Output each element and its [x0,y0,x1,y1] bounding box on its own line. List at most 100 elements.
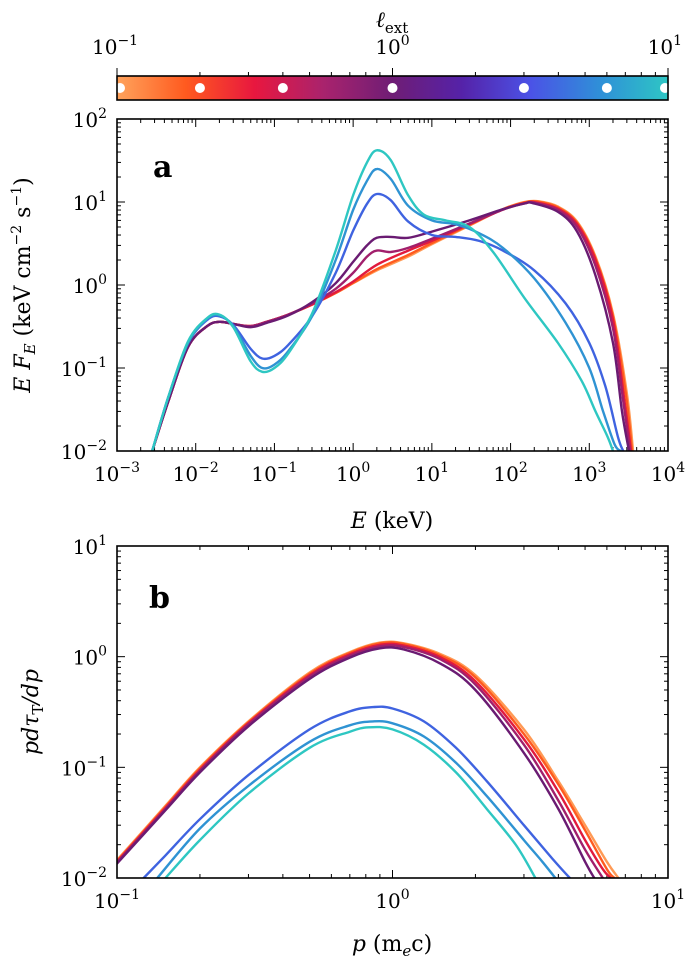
panel-b-x-tick-label-exp: −1 [119,887,140,903]
panel-a-y-tick-label-exp: −1 [86,355,107,371]
panel-a-ylabel: E FE (keV cm−2 s−1) [9,177,39,393]
panel-a-x-tick-label-exp: −2 [198,460,219,476]
panel-a-series-line [151,200,632,451]
panel-b-y-tick-label-exp: −2 [86,865,107,881]
panel-a-x-tick-label-base: 10 [415,462,440,486]
colorbar-marker [194,83,205,93]
colorbar-marker [601,83,612,93]
colorbar-tick-label-base: 10 [648,35,673,59]
panel-b-y-tick-label-base: 10 [73,646,98,670]
panel-a-x-tick-label-base: 10 [251,462,276,486]
panel-b-x-tick-label: 100 [375,887,409,913]
colorbar-tick-label: 101 [648,33,682,59]
panel-a-y-tick-label-base: 10 [73,191,98,215]
panel-b-x-tick-label-base: 10 [375,889,400,913]
panel-a-y-tick-label: 101 [73,189,107,215]
panel-a-x-tick-label-base: 10 [94,462,119,486]
panel-a-x-tick-label-base: 10 [173,462,198,486]
panel-a-x-tick-label-exp: 3 [598,460,607,476]
panel-a-x-tick-label-exp: −1 [277,460,298,476]
panel-a-ticks: 10−3 10−2 10−1 100 101 102 103 10410−210−110010… [61,106,685,486]
panel-a-label: a [153,150,172,185]
panel-a-x-tick-label-exp: 1 [440,460,449,476]
colorbar-marker [387,83,398,93]
panel-b-x-tick-label-exp: 0 [401,887,410,903]
panel-a-y-tick-label-exp: 1 [98,189,107,205]
panel-b-y-tick-label-exp: 1 [98,533,107,549]
panel-a-y-tick-label-base: 10 [61,357,86,381]
panel-a-xlabel-units: (keV) [367,509,433,534]
panel-a-frame [116,118,669,452]
panel-a-y-tick-label: 10−1 [61,355,107,381]
colorbar-tick-label-exp: 1 [673,33,682,49]
colorbar-label-main: ℓ [376,8,386,33]
panel-a-x-tick-label: 10−3 [94,460,140,486]
panel-b-label: b [149,581,170,616]
panel-b-x-tick-label-base: 10 [651,889,676,913]
panel-a-x-tick-label-exp: 4 [676,460,685,476]
panel-b-xlabel-var: p [352,932,366,957]
panel-b-series-line [117,642,612,878]
panel-a-series-line [151,200,633,451]
panel-b-y-tick-label-exp: −1 [86,754,107,770]
colorbar-tick-label: 100 [375,33,409,59]
panel-b-curves [117,640,620,878]
colorbar: ℓext 10−1 100 101 [92,8,682,101]
panel-a-y-tick-label-exp: −2 [86,438,107,454]
panel-a-ylabel-close: ) [11,177,36,186]
colorbar-label: ℓext [376,8,409,37]
panel-b-x-tick-label-exp: 1 [676,887,685,903]
panel-b-xlabel-end: c) [411,932,432,957]
colorbar-frame [116,75,669,101]
panel-b-xlabel-sub: e [402,942,411,960]
colorbar-tick-label-exp: −1 [117,33,138,49]
panel-a-x-tick-label: 104 [651,460,685,486]
panel-a-ylabel-mid: s [11,207,36,225]
panel-a-series-line [151,199,635,451]
panel-a-series-line [151,199,634,451]
panel-a-x-tick-label-exp: 2 [519,460,528,476]
panel-b-y-tick-label-exp: 0 [98,644,107,660]
panel-b-series-line [164,725,537,878]
panel-a-xlabel: E (keV) [350,509,433,534]
panel-b-y-tick-label-base: 10 [61,867,86,891]
colorbar-tick-label: 10−1 [92,33,138,59]
panel-b-xlabel: p (mec) [352,932,432,960]
panel-b-ylabel-sub: T [29,705,47,715]
panel-b-y-tick-label: 100 [73,644,107,670]
panel-a-y-tick-label-base: 10 [73,108,98,132]
panel-a-y-tick-label-base: 10 [61,440,86,464]
panel-a-x-tick-label-base: 10 [336,462,361,486]
panel-b-y-tick-label-base: 10 [61,756,86,780]
panel-b-y-tick-label: 10−1 [61,754,107,780]
panel-b-x-tick-label-base: 10 [94,889,119,913]
panel-a-y-tick-label: 10−2 [61,438,107,464]
panel-a: 10−3 10−2 10−1 100 101 102 103 10410−210−110010… [9,106,685,534]
panel-a-x-tick-label-exp: −3 [119,460,140,476]
colorbar-marker [518,83,529,93]
panel-a-x-tick-label: 10−1 [251,460,297,486]
panel-b-y-tick-label: 101 [73,533,107,559]
panel-a-x-tick-label: 101 [415,460,449,486]
panel-b-y-tick-label-base: 10 [73,535,98,559]
panel-b-x-tick-label: 10−1 [94,887,140,913]
colorbar-label-sub: ext [385,19,408,37]
panel-a-ylabel-var: E F [11,354,36,394]
panel-b-series-line [156,720,557,878]
panel-b-xlabel-open: (m [366,932,403,957]
panel-a-x-tick-label-base: 10 [493,462,518,486]
colorbar-ticks: 10−1 100 101 [92,33,682,76]
panel-a-x-tick-label: 10−2 [173,460,219,486]
panel-b-series-line [117,646,596,878]
panel-a-y-tick-label-exp: 2 [98,106,107,122]
panel-b-ylabel: pdτT/dp [19,669,47,755]
colorbar-marker [277,83,288,93]
panel-a-ylabel-exp2: −1 [9,186,25,207]
colorbar-tick-label-base: 10 [92,35,117,59]
panel-b-series-line [142,705,571,878]
panel-a-x-tick-label-exp: 0 [361,460,370,476]
panel-a-y-tick-label: 100 [73,272,107,298]
